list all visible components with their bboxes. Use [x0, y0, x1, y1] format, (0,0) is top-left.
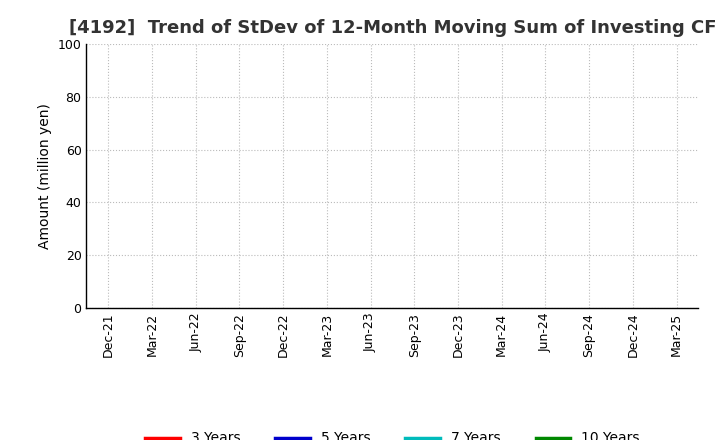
Title: [4192]  Trend of StDev of 12-Month Moving Sum of Investing CF: [4192] Trend of StDev of 12-Month Moving…	[68, 19, 716, 37]
Legend: 3 Years, 5 Years, 7 Years, 10 Years: 3 Years, 5 Years, 7 Years, 10 Years	[140, 426, 645, 440]
Y-axis label: Amount (million yen): Amount (million yen)	[38, 103, 52, 249]
